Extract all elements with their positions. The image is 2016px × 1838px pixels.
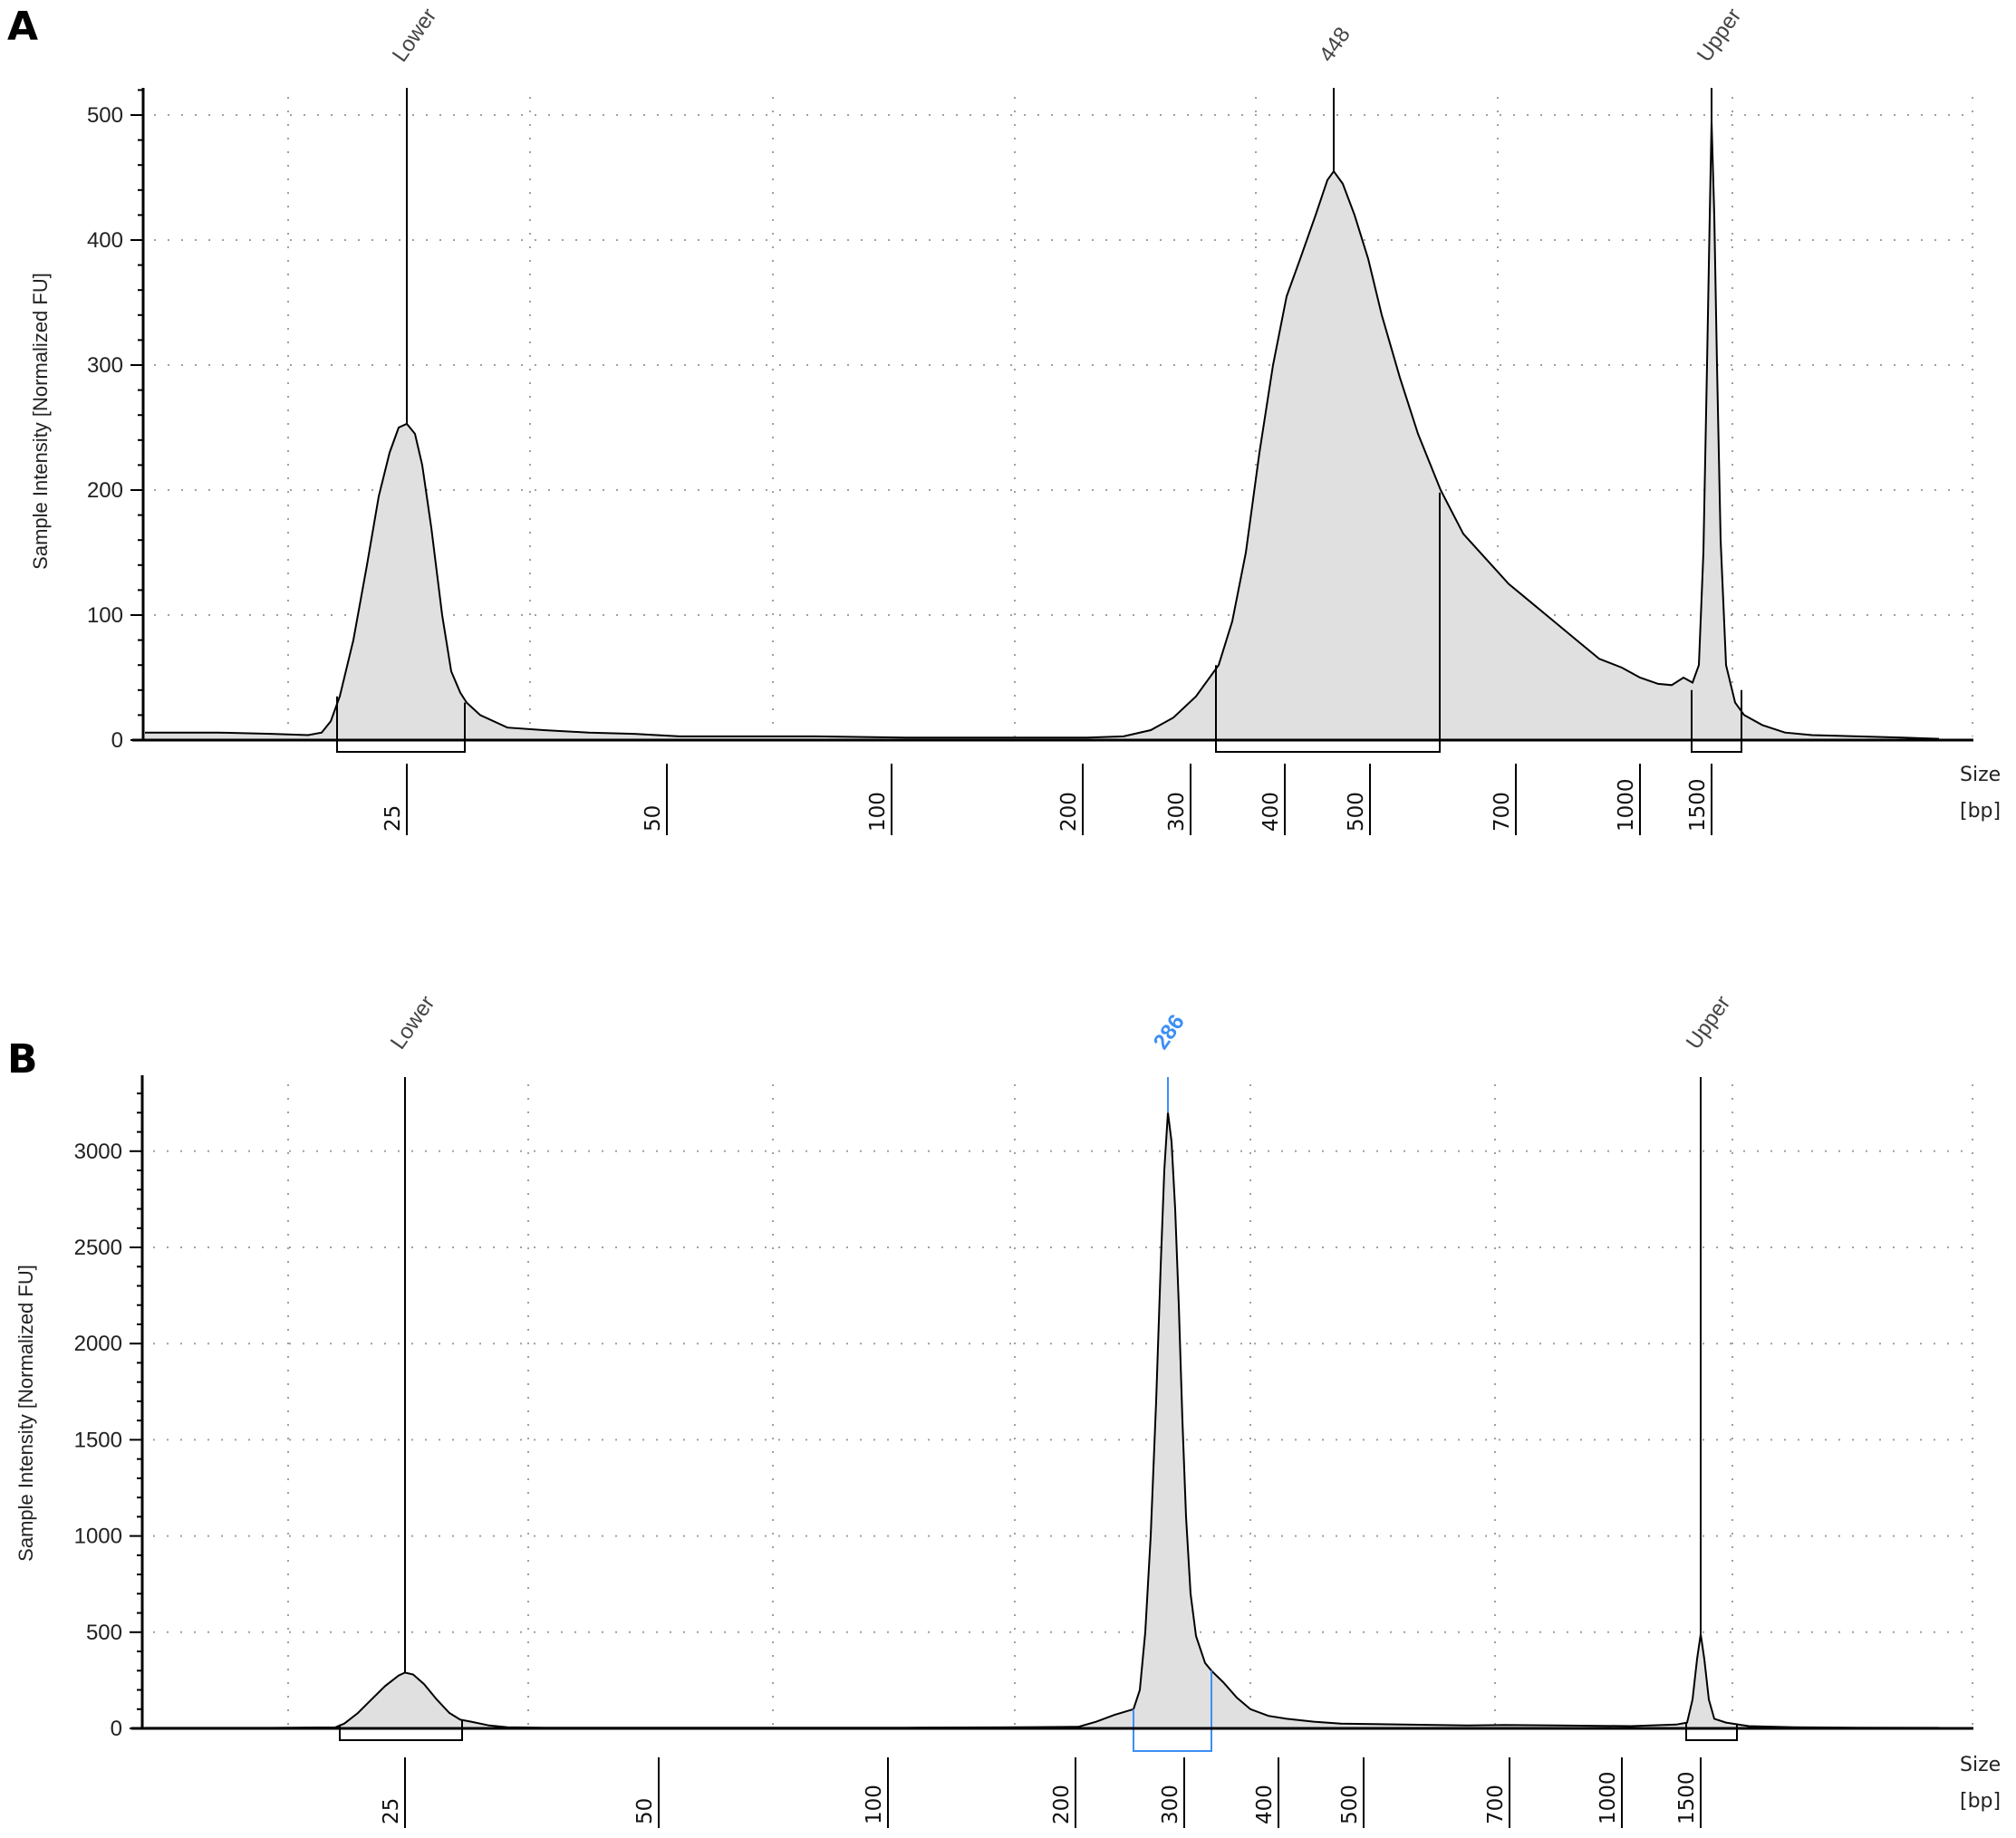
trace-fill <box>145 1112 1939 1728</box>
x-tick-label: 400 <box>1253 1785 1277 1824</box>
x-tick-label: 700 <box>1484 1785 1508 1824</box>
peak-label: Upper <box>1693 4 1747 66</box>
x-tick-label: 200 <box>1057 792 1081 832</box>
x-axis-title-a-line2: [bp] <box>1960 800 2001 823</box>
x-tick-label: 50 <box>641 805 665 832</box>
x-tick-label: 1500 <box>1675 1771 1699 1824</box>
y-tick-label: 3000 <box>74 1140 122 1164</box>
y-tick-label: 2500 <box>74 1236 122 1260</box>
x-axis-title-b-line1: Size <box>1960 1754 2001 1776</box>
region-bracket <box>1691 689 1742 753</box>
panel-label-b: B <box>7 1036 38 1083</box>
peak-label: 286 <box>1149 1010 1190 1054</box>
region-bracket <box>1215 492 1441 753</box>
peak-label: Upper <box>1682 991 1736 1054</box>
peak-label: Lower <box>388 4 442 66</box>
x-tick-label: 25 <box>381 805 405 832</box>
trace-fill <box>145 120 1939 740</box>
y-tick-label: 100 <box>87 603 123 628</box>
x-tick-label: 500 <box>1338 1785 1362 1824</box>
y-axis-title-b: Sample Intensity [Normalized FU] <box>14 1265 37 1562</box>
y-tick-label: 500 <box>86 1621 122 1645</box>
electropherogram-a: Lower 448 Upper 0 100 200 300 400 500 25 50 100 200 3… <box>87 4 1973 835</box>
y-tick-label: 500 <box>87 103 123 128</box>
peak-label: Lower <box>386 991 440 1054</box>
x-tick-label: 300 <box>1159 1785 1182 1824</box>
y-tick-label: 0 <box>111 1717 122 1741</box>
x-axis-title-a-line1: Size <box>1960 764 2001 786</box>
x-tick-label: 200 <box>1050 1785 1074 1824</box>
x-tick-label: 1000 <box>1615 778 1638 832</box>
region-bracket <box>1133 1670 1212 1752</box>
region-bracket <box>1685 1723 1738 1741</box>
y-tick-label: 0 <box>111 728 123 753</box>
y-tick-label: 400 <box>87 228 123 253</box>
x-tick-label: 1000 <box>1596 1771 1620 1824</box>
trace-line <box>145 1112 1940 1729</box>
trace-line <box>145 120 1940 740</box>
region-bracket <box>339 1719 463 1741</box>
x-tick-label: 25 <box>380 1798 403 1824</box>
electropherogram-b: Lower 286 Upper 0 500 1000 1500 2000 2500 3000 25 5… <box>74 991 1973 1828</box>
y-axis-title-a: Sample Intensity [Normalized FU] <box>29 273 52 570</box>
y-tick-label: 1500 <box>74 1428 122 1452</box>
x-tick-label: 100 <box>866 792 890 832</box>
x-tick-label: 50 <box>633 1798 657 1824</box>
y-tick-label: 200 <box>87 478 123 503</box>
y-tick-label: 300 <box>87 353 123 378</box>
peak-label: 448 <box>1315 23 1355 66</box>
x-tick-label: 1500 <box>1686 778 1710 832</box>
panel-label-a: A <box>7 4 39 50</box>
x-tick-label: 100 <box>863 1785 886 1824</box>
x-tick-label: 400 <box>1259 792 1283 832</box>
y-tick-label: 2000 <box>74 1332 122 1356</box>
region-bracket <box>336 696 466 753</box>
y-tick-label: 1000 <box>74 1525 122 1549</box>
x-tick-label: 500 <box>1345 792 1368 832</box>
x-tick-label: 700 <box>1490 792 1514 832</box>
x-tick-label: 300 <box>1165 792 1189 832</box>
x-axis-title-b-line2: [bp] <box>1960 1790 2001 1813</box>
